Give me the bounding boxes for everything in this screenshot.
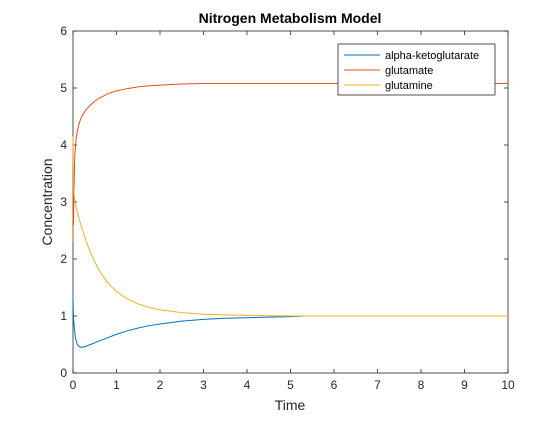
legend-entry: glutamate — [385, 65, 433, 77]
series-line-alpha-ketoglutarate — [72, 296, 306, 348]
x-tick-label: 10 — [501, 378, 515, 392]
y-tick-label: 5 — [60, 81, 67, 95]
x-tick-label: 2 — [157, 378, 164, 392]
series-line-glutamate — [72, 82, 508, 242]
x-tick-label: 6 — [331, 378, 338, 392]
y-axis-label: Concentration — [39, 158, 55, 245]
legend-entry: alpha-ketoglutarate — [385, 50, 479, 62]
x-tick-label: 9 — [461, 378, 468, 392]
y-tick-label: 6 — [60, 24, 67, 38]
x-tick-label: 8 — [418, 378, 425, 392]
x-tick-label: 1 — [113, 378, 120, 392]
y-tick-label: 3 — [60, 195, 67, 209]
legend-entry: glutamine — [385, 80, 433, 92]
chart-title: Nitrogen Metabolism Model — [199, 10, 382, 26]
y-tick-label: 4 — [60, 138, 67, 152]
y-tick-label: 0 — [60, 366, 67, 380]
x-tick-label: 3 — [200, 378, 207, 392]
x-tick-label: 0 — [70, 378, 77, 392]
y-tick-label: 2 — [60, 252, 67, 266]
x-tick-label: 5 — [287, 378, 294, 392]
y-tick-label: 1 — [60, 309, 67, 323]
x-axis-label: Time — [275, 397, 306, 413]
legend: alpha-ketoglutarate glutamate glutamine — [337, 43, 496, 96]
series-line-glutamine — [72, 136, 508, 317]
x-tick-label: 4 — [244, 378, 251, 392]
x-tick-label: 7 — [374, 378, 381, 392]
